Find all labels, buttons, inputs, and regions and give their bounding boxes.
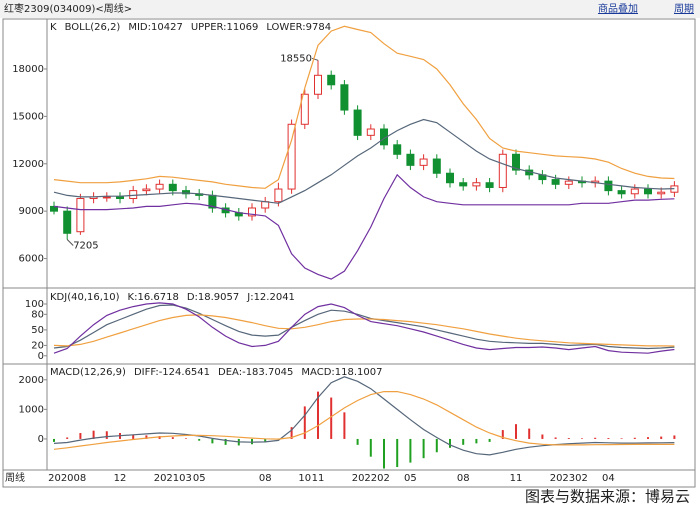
- candle-body: [551, 179, 560, 185]
- candle-body: [485, 182, 494, 188]
- candle-body: [76, 198, 85, 233]
- candle-body: [261, 201, 270, 209]
- x-tick-label: 202202: [352, 473, 390, 484]
- y-tick-label: 1000: [19, 404, 44, 415]
- candle-body: [657, 191, 666, 195]
- max-label: 18550: [280, 53, 312, 64]
- x-tick-label: 12: [114, 473, 127, 484]
- y-tick-label: 20: [31, 340, 44, 351]
- candle-body: [459, 182, 468, 187]
- candle-body: [327, 74, 336, 86]
- x-tick-label: 11: [312, 473, 325, 484]
- y-tick-label: 0: [38, 351, 44, 362]
- indicator-line: [53, 118, 675, 204]
- candle-body: [340, 84, 349, 111]
- candle-body: [129, 190, 138, 200]
- panel-header: DEA:-183.7045: [218, 367, 293, 378]
- min-label: 7205: [73, 241, 98, 252]
- x-tick-label: 05: [193, 473, 206, 484]
- candle-body: [314, 74, 322, 95]
- symbol: 红枣2309(034009)<周线>: [4, 2, 132, 15]
- candle-body: [446, 172, 454, 184]
- candle-body: [142, 188, 151, 192]
- panel-header: BOLL(26,2): [65, 22, 121, 33]
- y-tick-label: 9000: [19, 206, 44, 217]
- candle-body: [406, 153, 415, 166]
- x-tick-label: 04: [602, 473, 615, 484]
- panel-header: MACD:118.1007: [301, 367, 382, 378]
- indicator-line: [53, 376, 675, 456]
- candle-body: [300, 93, 309, 125]
- candle-body: [498, 153, 507, 188]
- period-label: 周线: [5, 471, 25, 484]
- x-tick-label: 10: [298, 473, 311, 484]
- panel-header: DIFF:-124.6541: [134, 367, 210, 378]
- candle-body: [287, 123, 296, 190]
- panel-header: D:18.9057: [187, 292, 239, 303]
- candle-body: [182, 190, 190, 195]
- panel-header: KDJ(40,16,10): [50, 292, 120, 303]
- indicator-line: [53, 173, 675, 280]
- panel-header: UPPER:11069: [191, 22, 259, 33]
- x-tick-label: 11: [510, 473, 523, 484]
- indicator-line: [53, 314, 675, 347]
- panel-header: J:12.2041: [246, 292, 295, 303]
- candle-body: [419, 158, 428, 166]
- y-tick-label: 6000: [19, 254, 44, 265]
- panel-header: LOWER:9784: [266, 22, 331, 33]
- y-tick-label: 50: [31, 325, 44, 336]
- candle-body: [155, 183, 164, 190]
- candle-body: [564, 180, 573, 185]
- x-tick-label: 08: [457, 473, 470, 484]
- y-tick-label: 12000: [12, 159, 44, 170]
- indicator-line: [53, 304, 675, 350]
- candle-body: [274, 188, 283, 203]
- candle-body: [102, 196, 111, 199]
- candle-body: [366, 128, 375, 136]
- frame: [2, 18, 696, 488]
- panel-header: MACD(12,26,9): [50, 367, 126, 378]
- indicator-line: [53, 391, 675, 450]
- candle-body: [63, 210, 72, 234]
- y-tick-label: 0: [38, 434, 44, 445]
- candle-body: [617, 190, 626, 195]
- y-tick-label: 80: [31, 309, 44, 320]
- period-button[interactable]: 周期: [674, 3, 694, 15]
- candle-body: [644, 188, 652, 195]
- candle-body: [353, 109, 362, 136]
- candle-body: [512, 153, 520, 171]
- candle-body: [168, 183, 177, 192]
- panel-header: MID:10427: [128, 22, 182, 33]
- candle-body: [432, 158, 441, 174]
- candle-body: [393, 144, 402, 155]
- candle-body: [604, 180, 613, 192]
- overlay-button[interactable]: 商品叠加: [598, 2, 638, 15]
- candle-body: [116, 196, 124, 200]
- candle-body: [630, 188, 639, 195]
- min-pointer: [66, 239, 74, 246]
- x-tick-label: 202302: [550, 473, 588, 484]
- x-tick-label: 08: [259, 473, 272, 484]
- candle-body: [248, 207, 256, 217]
- panel-header: K:16.6718: [128, 292, 179, 303]
- y-tick-label: 18000: [12, 64, 44, 75]
- indicator-line: [53, 302, 675, 354]
- x-tick-label: 202103: [154, 473, 192, 484]
- candle-body: [472, 182, 481, 187]
- max-pointer: [311, 57, 319, 61]
- y-tick-label: 100: [25, 299, 44, 310]
- y-tick-label: 15000: [12, 111, 44, 122]
- panel-header: K: [50, 22, 57, 33]
- x-tick-label: 05: [404, 473, 417, 484]
- toolbar: [0, 0, 700, 18]
- footer: 图表与数据来源：博易云: [525, 488, 690, 506]
- indicator-line: [53, 25, 675, 189]
- x-tick-label: 202008: [48, 473, 86, 484]
- y-tick-label: 2000: [19, 375, 44, 386]
